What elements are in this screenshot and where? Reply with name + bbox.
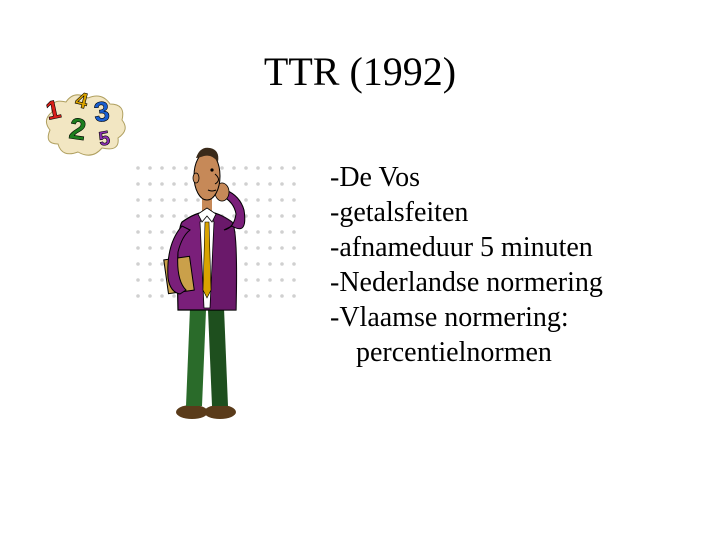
bullet-item: -De Vos	[330, 160, 603, 195]
bullet-item: -Nederlandse normering	[330, 265, 603, 300]
bullet-item: -afnameduur 5 minuten	[330, 230, 603, 265]
bullet-item: percentielnormen	[330, 335, 603, 370]
svg-text:3: 3	[92, 96, 111, 128]
numbers-clipart-icon: 12345	[40, 90, 130, 162]
bullet-item: -Vlaamse normering:	[330, 300, 603, 335]
bullet-list: -De Vos -getalsfeiten -afnameduur 5 minu…	[330, 160, 603, 370]
bullet-item: -getalsfeiten	[330, 195, 603, 230]
page-title: TTR (1992)	[0, 48, 720, 95]
thinking-person-clipart	[152, 140, 262, 420]
